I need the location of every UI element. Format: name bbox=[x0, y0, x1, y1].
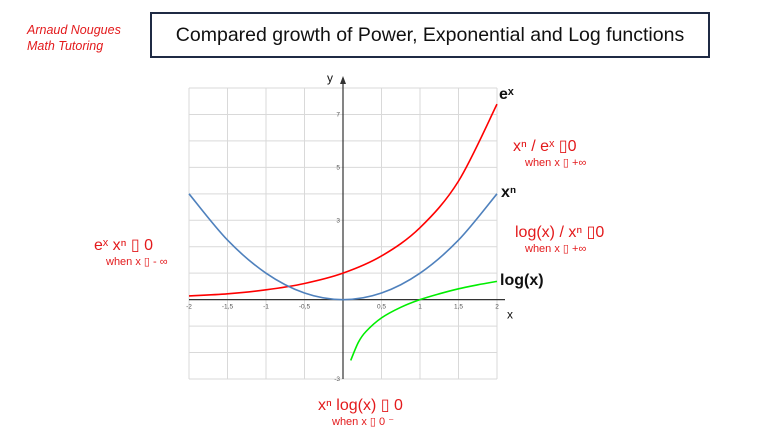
axes: xy bbox=[189, 71, 513, 379]
x-tick-label: 0,5 bbox=[377, 304, 386, 311]
annotation-log-over-main: log(x) / xⁿ ▯0 bbox=[515, 224, 605, 241]
x-tick-label: 1,5 bbox=[454, 304, 463, 311]
annotation-left: eˣ xⁿ ▯ 0 when x ▯ - ∞ bbox=[94, 235, 168, 268]
x-tick-label: 2 bbox=[495, 304, 499, 311]
y-axis-arrow bbox=[340, 76, 346, 84]
tick-labels: -2 -1,5 -1 -0,5 0,5 1 1,5 2 -3 3 5 7 bbox=[186, 111, 499, 383]
annotation-exp-over-sub: when x ▯ +∞ bbox=[525, 157, 587, 169]
page-title: Compared growth of Power, Exponential an… bbox=[175, 23, 685, 46]
y-tick-label: -3 bbox=[334, 376, 340, 383]
x-tick-label: 1 bbox=[418, 304, 422, 311]
annotation-bottom: xⁿ log(x) ▯ 0 when x ▯ 0 ⁻ bbox=[318, 395, 403, 428]
log-curve-label: log(x) bbox=[500, 272, 544, 289]
y-axis-label: y bbox=[327, 71, 333, 85]
annotation-bottom-main: xⁿ log(x) ▯ 0 bbox=[318, 397, 403, 414]
exp-curve-label: eˣ bbox=[499, 86, 514, 103]
log-curve bbox=[349, 280, 498, 361]
annotation-exp-over: xⁿ / eˣ ▯0 when x ▯ +∞ bbox=[513, 136, 586, 169]
author-subtitle: Math Tutoring bbox=[27, 39, 104, 53]
y-tick-label: 7 bbox=[336, 111, 340, 118]
annotation-left-main: eˣ xⁿ ▯ 0 bbox=[94, 237, 154, 254]
x-tick-label: -1,5 bbox=[222, 304, 234, 311]
power-curve bbox=[188, 193, 498, 301]
x-tick-label: -0,5 bbox=[299, 304, 311, 311]
x-axis-label: x bbox=[507, 308, 513, 322]
x-tick-label: -2 bbox=[186, 304, 192, 311]
y-tick-label: 3 bbox=[336, 217, 340, 224]
author-credit: Arnaud Nougues Math Tutoring bbox=[27, 22, 121, 54]
x-tick-label: -1 bbox=[263, 304, 269, 311]
exp-curve bbox=[188, 103, 498, 297]
y-tick-label: 5 bbox=[336, 164, 340, 171]
annotation-log-over: log(x) / xⁿ ▯0 when x ▯ +∞ bbox=[515, 222, 604, 255]
author-name: Arnaud Nougues bbox=[27, 23, 121, 37]
power-curve-label: xⁿ bbox=[501, 184, 517, 201]
title-box: Compared growth of Power, Exponential an… bbox=[150, 12, 710, 58]
annotation-left-sub: when x ▯ - ∞ bbox=[106, 256, 168, 268]
annotation-exp-over-main: xⁿ / eˣ ▯0 bbox=[513, 138, 577, 155]
annotation-log-over-sub: when x ▯ +∞ bbox=[525, 243, 587, 255]
annotation-bottom-sub: when x ▯ 0 ⁻ bbox=[332, 416, 394, 428]
curves bbox=[188, 103, 498, 361]
